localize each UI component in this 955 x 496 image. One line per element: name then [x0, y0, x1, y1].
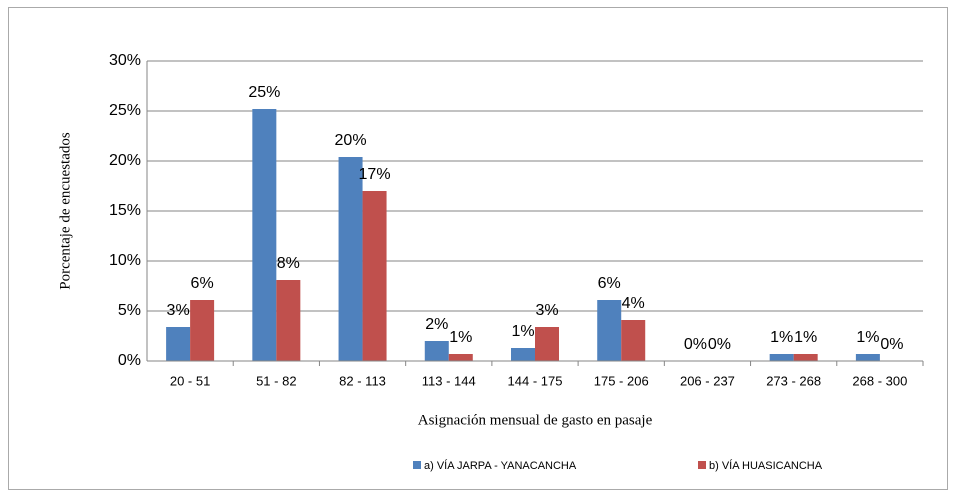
bar: [855, 354, 880, 361]
data-label: 2%: [425, 316, 448, 333]
x-axis-label: Asignación mensual de gasto en pasaje: [418, 412, 653, 428]
bar: [511, 348, 535, 361]
x-tick-label: 206 - 237: [680, 373, 735, 388]
x-tick-label: 268 - 300: [852, 373, 907, 388]
y-tick-label: 20%: [109, 152, 141, 169]
data-label: 3%: [167, 302, 190, 319]
bar: [190, 300, 215, 361]
data-label: 0%: [708, 336, 731, 353]
x-tick-label: 273 - 268: [766, 373, 821, 388]
chart-border: [8, 7, 948, 490]
y-tick-label: 10%: [109, 252, 141, 269]
legend-swatch: [413, 461, 421, 469]
data-label: 1%: [511, 323, 534, 340]
legend-label: a) VÍA JARPA - YANACANCHA: [424, 459, 577, 472]
data-label: 6%: [191, 275, 214, 292]
y-tick-label: 0%: [118, 352, 141, 369]
bar: [793, 354, 818, 361]
data-label: 1%: [856, 329, 879, 346]
x-tick-label: 82 - 113: [339, 373, 386, 388]
y-tick-label: 30%: [109, 52, 141, 69]
data-label: 6%: [598, 275, 621, 292]
y-tick-label: 15%: [109, 202, 141, 219]
bar: [362, 191, 387, 361]
y-tick-label: 25%: [109, 102, 141, 119]
legend-label: b) VÍA HUASICANCHA: [709, 459, 823, 472]
data-label: 1%: [794, 329, 817, 346]
x-tick-label: 144 - 175: [508, 373, 563, 388]
legend-swatch: [698, 461, 706, 469]
data-label: 1%: [770, 329, 793, 346]
bar: [338, 157, 363, 361]
x-tick-label: 51 - 82: [256, 373, 296, 388]
bar: [448, 354, 473, 361]
bar: [597, 300, 622, 361]
y-axis-label: Porcentaje de encuestados: [57, 132, 73, 290]
bar: [535, 327, 559, 361]
data-label: 4%: [622, 295, 645, 312]
data-label: 17%: [359, 166, 391, 183]
bar: [276, 280, 301, 361]
data-label: 0%: [684, 336, 707, 353]
data-label: 20%: [335, 132, 367, 149]
data-label: 8%: [277, 255, 300, 272]
x-tick-label: 113 - 144: [422, 373, 476, 388]
x-tick-label: 175 - 206: [594, 373, 649, 388]
bar: [166, 327, 191, 361]
bar: [424, 341, 449, 361]
data-label: 0%: [880, 336, 903, 353]
data-label: 1%: [449, 329, 472, 346]
y-tick-label: 5%: [118, 302, 141, 319]
x-tick-label: 20 - 51: [170, 373, 210, 388]
bar: [769, 354, 794, 361]
data-label: 3%: [535, 302, 558, 319]
bar: [252, 109, 277, 361]
bar: [621, 320, 646, 361]
data-label: 25%: [248, 84, 280, 101]
